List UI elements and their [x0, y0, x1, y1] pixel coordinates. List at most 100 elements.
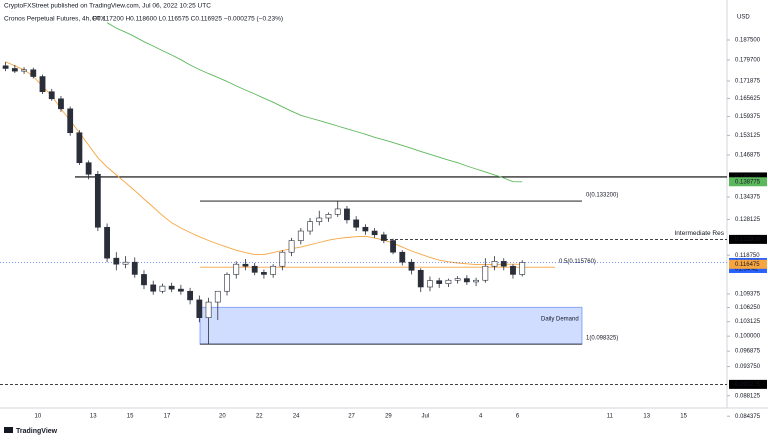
price-box-label: 0.090275: [735, 382, 761, 388]
x-tick-label: 22: [256, 414, 263, 420]
y-tick-label: 0.153125: [735, 133, 761, 139]
moving-average: [106, 22, 523, 183]
x-tick-label: 10: [35, 414, 42, 420]
x-tick-label: 27: [348, 414, 355, 420]
candle-body: [454, 278, 461, 281]
candle-body: [380, 234, 387, 241]
price-tag-label: 0.116475: [735, 262, 760, 268]
candle-body: [270, 265, 277, 275]
price-box-label: 0.122800: [735, 237, 761, 243]
moving-average: [5, 61, 523, 266]
candle-body: [177, 288, 184, 292]
candle-body: [242, 263, 249, 267]
candle-body: [417, 270, 424, 288]
y-tick-label: 0.187500: [735, 38, 761, 44]
x-tick-label: 15: [680, 414, 687, 420]
fib-label: 0.5(0.115760): [559, 259, 596, 265]
candle-body: [113, 257, 120, 265]
candle-body: [94, 173, 101, 228]
brand-logo: TradingView: [4, 427, 58, 435]
y-tick-label: 0.146875: [735, 153, 761, 159]
candle-body: [187, 290, 194, 301]
candle-body: [353, 219, 360, 228]
candle-body: [168, 285, 175, 290]
candle-body: [150, 284, 157, 292]
candle-body: [344, 208, 350, 221]
y-tick-label: 0.088125: [735, 393, 761, 399]
y-tick-label: 0.109375: [735, 292, 761, 298]
currency: USD: [737, 15, 750, 21]
candle-body: [325, 214, 332, 219]
candle-body: [500, 261, 507, 267]
candle-body: [131, 261, 138, 275]
symbol: Cronos Perpetual Futures, 4h, FTX: [4, 16, 106, 23]
candle-body: [122, 261, 129, 265]
x-tick-label: 13: [643, 414, 650, 420]
candle-body: [491, 261, 498, 267]
candle-body: [48, 91, 55, 100]
y-tick-label: 0.103125: [735, 319, 761, 325]
candle-body: [362, 226, 369, 232]
candle-body: [519, 262, 526, 275]
x-tick-label: 6: [516, 414, 520, 420]
y-tick-label: 0.093750: [735, 364, 761, 370]
candle-body: [307, 221, 313, 232]
x-tick-label: Jul: [422, 414, 430, 420]
candle-body: [76, 132, 83, 164]
y-tick-label: 0.096875: [735, 349, 761, 355]
brand: TradingView: [16, 428, 58, 435]
x-tick-label: 4: [479, 414, 483, 420]
price-box: [729, 234, 767, 244]
y-tick-label: 0.159375: [735, 114, 761, 120]
candle-body: [371, 230, 378, 236]
candle-body: [399, 251, 406, 263]
candle-body: [21, 69, 27, 72]
candle-body: [297, 230, 304, 241]
candle-body: [141, 274, 147, 286]
candle-body: [436, 280, 443, 284]
price-tag: [729, 259, 767, 269]
candle-body: [279, 251, 286, 267]
candle-body: [67, 108, 74, 134]
y-tick-label: 0.165625: [735, 96, 761, 102]
candle-body: [251, 265, 258, 273]
fib-label: 0(0.133200): [586, 193, 618, 199]
demand-zone: [199, 306, 583, 345]
y-tick-label: 0.171875: [735, 79, 761, 85]
x-tick-label: 11: [607, 414, 614, 420]
y-tick-label: 0.134375: [735, 195, 761, 201]
y-tick-label: 0.084375: [735, 414, 761, 420]
candle-body: [427, 280, 433, 288]
candle-body: [288, 240, 295, 253]
y-tick-label: 0.128125: [735, 217, 761, 223]
candle-body: [482, 265, 489, 281]
candle-body: [2, 65, 9, 69]
candle-body: [39, 76, 46, 93]
published-line: CryptoFXStreet published on TradingView.…: [4, 3, 211, 10]
x-tick-label: 13: [90, 414, 97, 420]
candle-body: [463, 278, 470, 283]
candle-body: [196, 299, 203, 318]
y-tick-label: 0.106250: [735, 305, 761, 311]
x-tick-label: 17: [164, 414, 171, 420]
fib-label: 1(0.098325): [586, 336, 618, 342]
candle-body: [104, 226, 110, 259]
candle-body: [58, 98, 64, 110]
y-tick-label: 0.118750: [735, 253, 760, 259]
candle-body: [261, 272, 267, 275]
candle-body: [473, 279, 479, 283]
candle-body: [334, 208, 341, 215]
candle-body: [159, 285, 166, 292]
candle-body: [214, 290, 221, 303]
price-tag: [729, 177, 767, 187]
level-name: Intermediate Res: [675, 230, 725, 237]
candle-body: [30, 69, 37, 77]
y-tick-label: 0.179700: [735, 58, 761, 64]
candle-body: [445, 279, 452, 284]
candle-body: [224, 274, 230, 292]
x-tick-label: 29: [385, 414, 392, 420]
price-tag-label: 0.138775: [735, 179, 761, 185]
x-tick-label: 15: [127, 414, 134, 420]
